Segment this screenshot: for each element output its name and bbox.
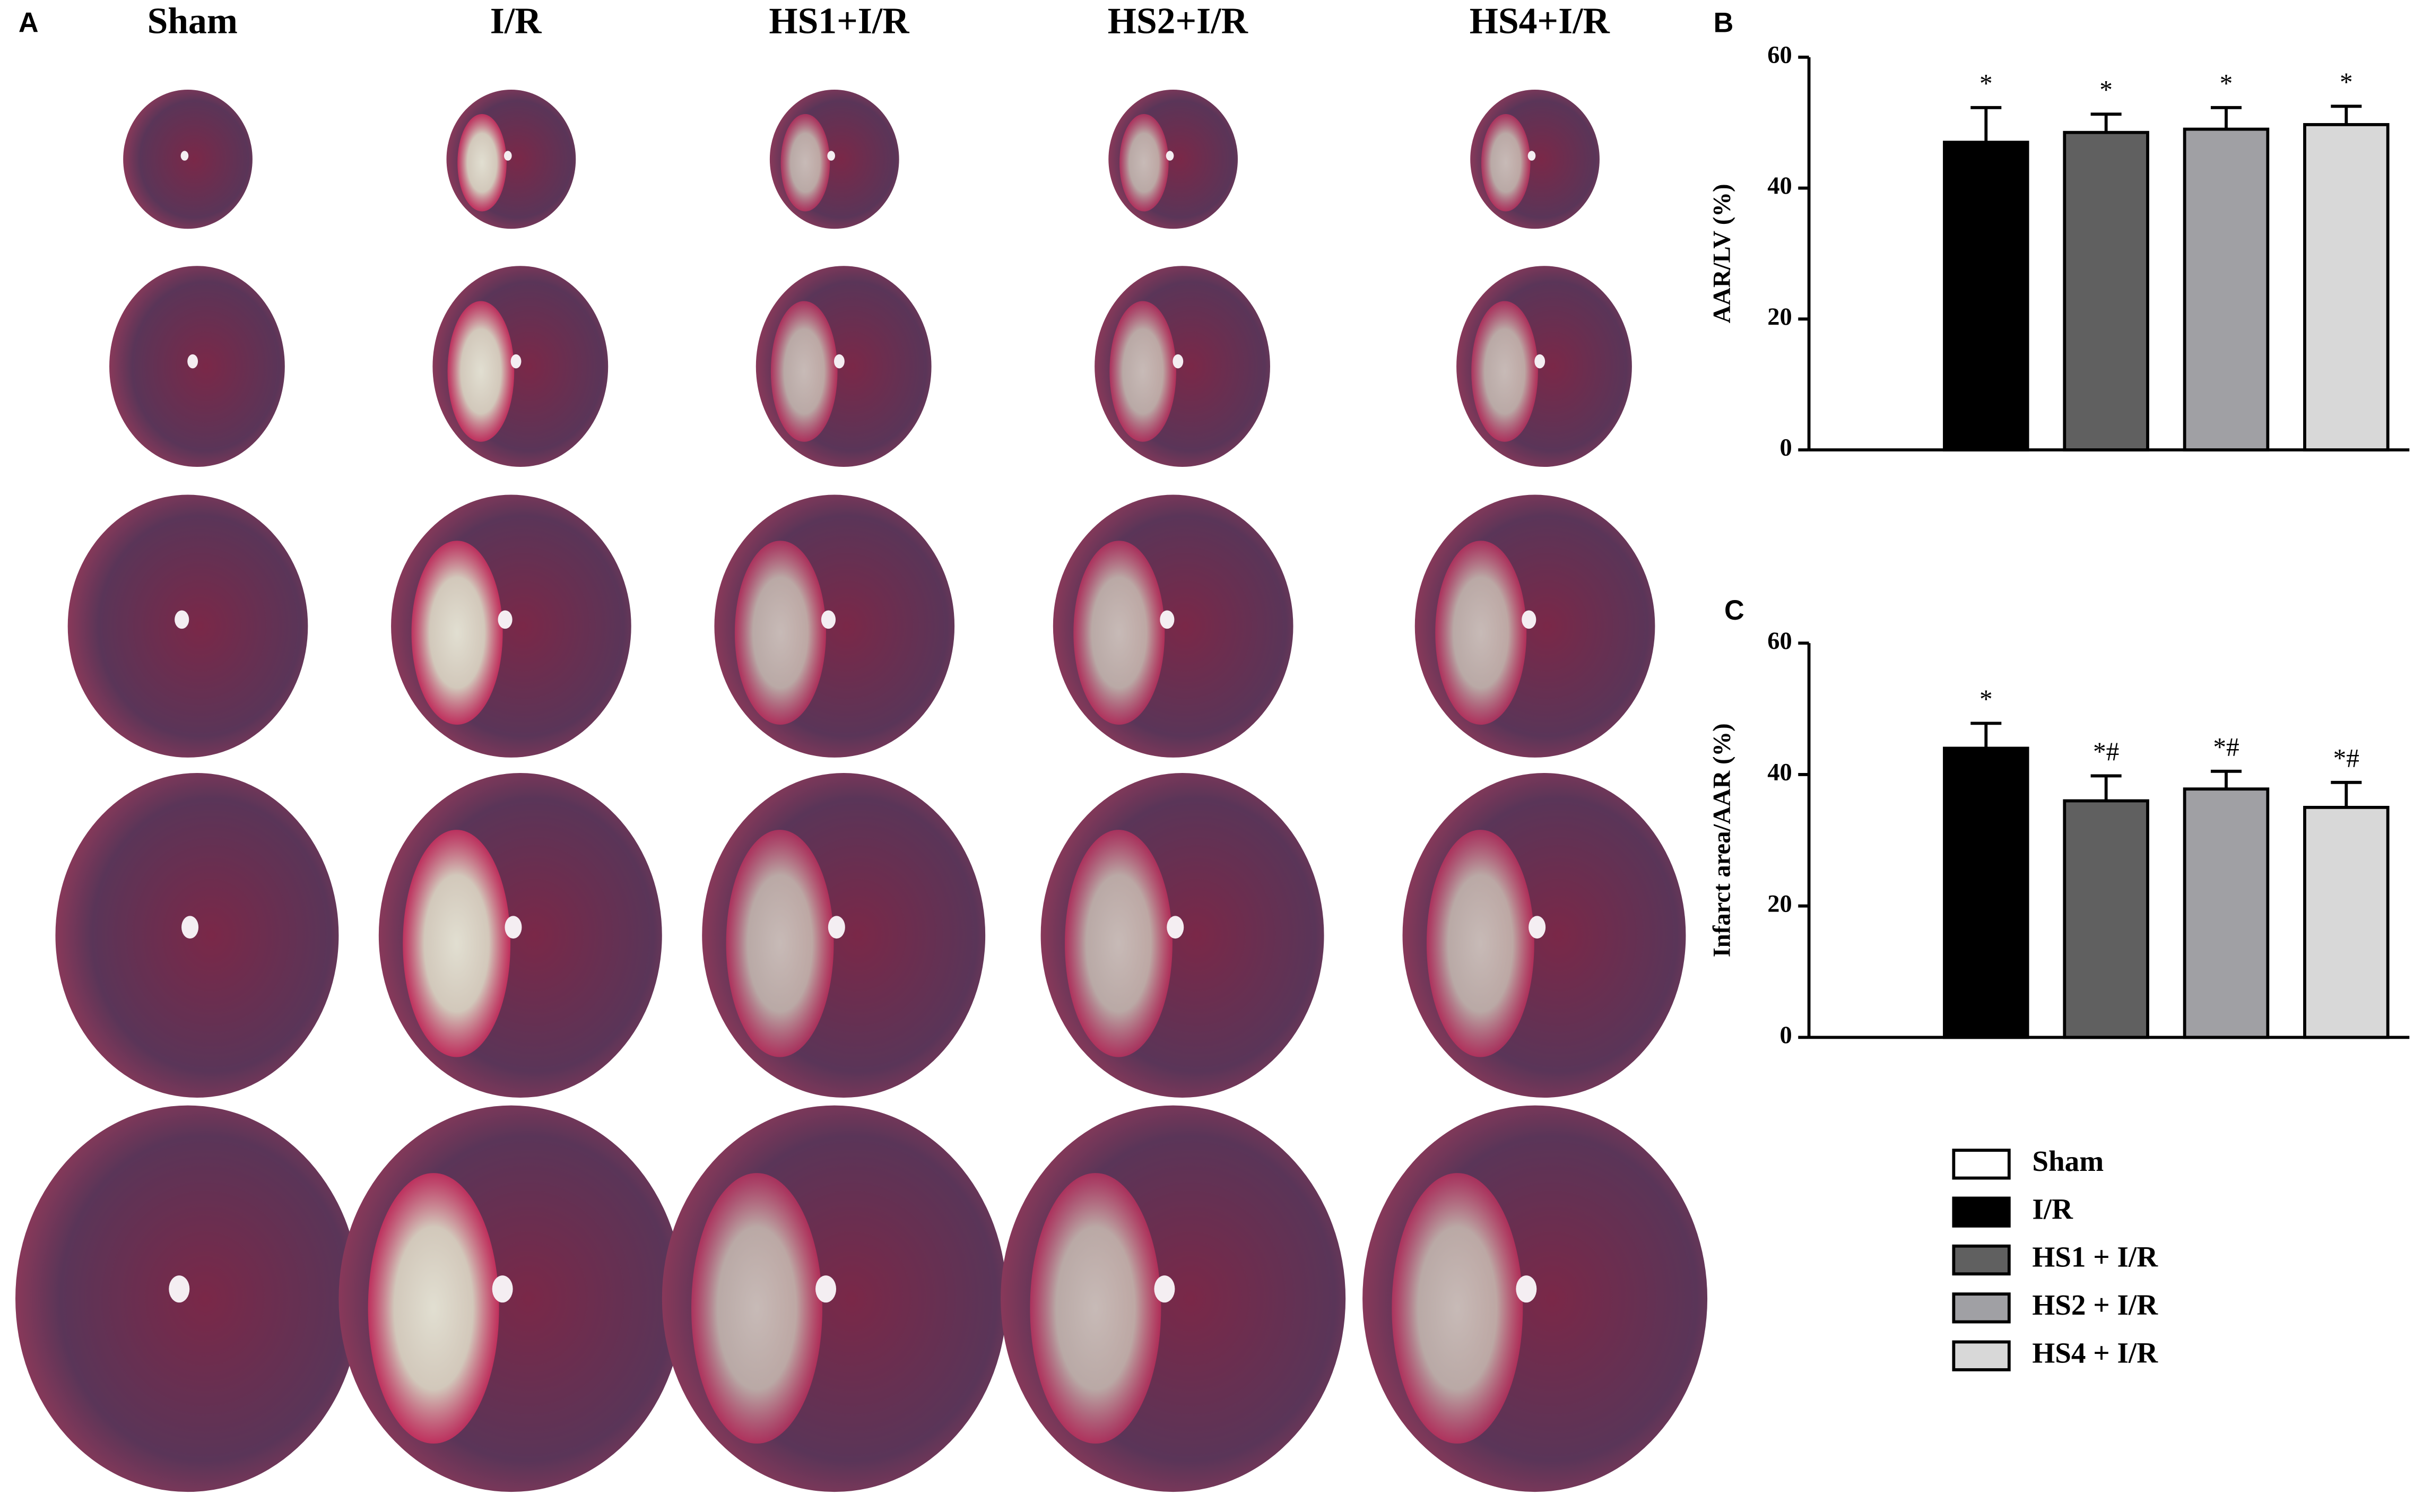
lumen xyxy=(175,610,189,629)
lumen xyxy=(827,151,835,161)
panel-label: A xyxy=(19,7,39,38)
significance-label: * xyxy=(1979,68,1993,98)
lumen xyxy=(1154,1275,1175,1303)
lumen xyxy=(1534,354,1545,369)
y-tick-label: 60 xyxy=(1767,628,1792,655)
infarct-region xyxy=(1119,114,1169,212)
column-label: HS4+I/R xyxy=(1470,1,1610,42)
infarct-region xyxy=(770,301,838,442)
heart-slice xyxy=(55,773,339,1098)
heart-slice xyxy=(15,1105,361,1492)
lumen xyxy=(1160,610,1175,629)
heart-slice xyxy=(123,90,253,229)
infarct-region xyxy=(734,541,826,725)
infarct-region xyxy=(1435,541,1527,725)
legend-swatch xyxy=(1952,1340,2011,1371)
infarct-region xyxy=(447,301,515,442)
column-label: HS1+I/R xyxy=(769,1,909,42)
y-tick-label: 40 xyxy=(1767,759,1792,786)
lumen xyxy=(1167,916,1184,939)
column-label: Sham xyxy=(147,1,238,42)
significance-label: *# xyxy=(2213,732,2239,761)
bar xyxy=(2183,787,2270,1039)
bar xyxy=(1943,141,2029,451)
infarct-region xyxy=(726,830,834,1057)
lumen xyxy=(498,610,513,629)
lumen xyxy=(503,151,512,161)
infarct-region xyxy=(1426,830,1534,1057)
lumen xyxy=(821,610,836,629)
y-tick-label: 20 xyxy=(1767,303,1792,331)
column-label: HS2+I/R xyxy=(1108,1,1248,42)
bar xyxy=(2303,123,2390,451)
y-axis-label: AAR/LV (%) xyxy=(1709,184,1736,323)
legend-label: HS1 + I/R xyxy=(2032,1241,2158,1273)
infarct-region xyxy=(457,114,507,212)
significance-label: *# xyxy=(2093,737,2119,766)
significance-label: * xyxy=(2220,68,2233,98)
legend-label: Sham xyxy=(2032,1145,2104,1177)
lumen xyxy=(181,916,199,939)
lumen xyxy=(815,1275,837,1303)
lumen xyxy=(1522,610,1536,629)
lumen xyxy=(1527,151,1536,161)
panel-label: B xyxy=(1714,7,1734,38)
bar xyxy=(2063,799,2149,1039)
lumen xyxy=(505,916,522,939)
legend-swatch xyxy=(1952,1149,2011,1180)
lumen xyxy=(1516,1275,1537,1303)
bar xyxy=(1943,746,2029,1039)
y-tick-label: 20 xyxy=(1767,890,1792,917)
lumen xyxy=(833,354,845,369)
significance-label: * xyxy=(2099,75,2113,105)
y-tick-label: 60 xyxy=(1767,41,1792,68)
lumen xyxy=(180,151,189,161)
bar xyxy=(2303,805,2390,1039)
legend-swatch xyxy=(1952,1244,2011,1276)
infarct-region xyxy=(411,541,503,725)
lumen xyxy=(510,354,522,369)
column-label: I/R xyxy=(490,1,542,42)
infarct-region xyxy=(780,114,830,212)
bar xyxy=(2183,127,2270,451)
lumen xyxy=(1173,354,1184,369)
infarct-region xyxy=(1030,1173,1161,1444)
significance-label: *# xyxy=(2333,743,2359,772)
lumen xyxy=(187,354,198,369)
lumen xyxy=(1166,151,1174,161)
y-tick-label: 0 xyxy=(1779,1022,1792,1049)
legend-swatch xyxy=(1952,1292,2011,1324)
lumen xyxy=(828,916,845,939)
infarct-region xyxy=(1481,114,1531,212)
legend-label: HS4 + I/R xyxy=(2032,1336,2158,1369)
lumen xyxy=(492,1275,513,1303)
infarct-region xyxy=(368,1173,499,1444)
heart-slice xyxy=(109,266,285,467)
infarct-region xyxy=(403,830,511,1057)
infarct-region xyxy=(1392,1173,1523,1444)
significance-label: * xyxy=(1979,684,1993,714)
significance-label: * xyxy=(2340,67,2353,97)
y-axis-label: Infarct area/AAR (%) xyxy=(1709,723,1736,957)
legend-label: I/R xyxy=(2032,1193,2073,1225)
infarct-region xyxy=(1109,301,1176,442)
heart-slice xyxy=(67,494,308,758)
infarct-region xyxy=(1073,541,1165,725)
infarct-region xyxy=(691,1173,823,1444)
lumen xyxy=(1529,916,1546,939)
legend-label: HS2 + I/R xyxy=(2032,1289,2158,1321)
infarct-region xyxy=(1064,830,1173,1057)
infarct-region xyxy=(1471,301,1538,442)
panel-label: C xyxy=(1724,595,1744,626)
legend-swatch xyxy=(1952,1196,2011,1228)
lumen xyxy=(169,1275,190,1303)
y-tick-label: 0 xyxy=(1779,435,1792,462)
y-tick-label: 40 xyxy=(1767,172,1792,199)
bar xyxy=(2063,131,2149,451)
